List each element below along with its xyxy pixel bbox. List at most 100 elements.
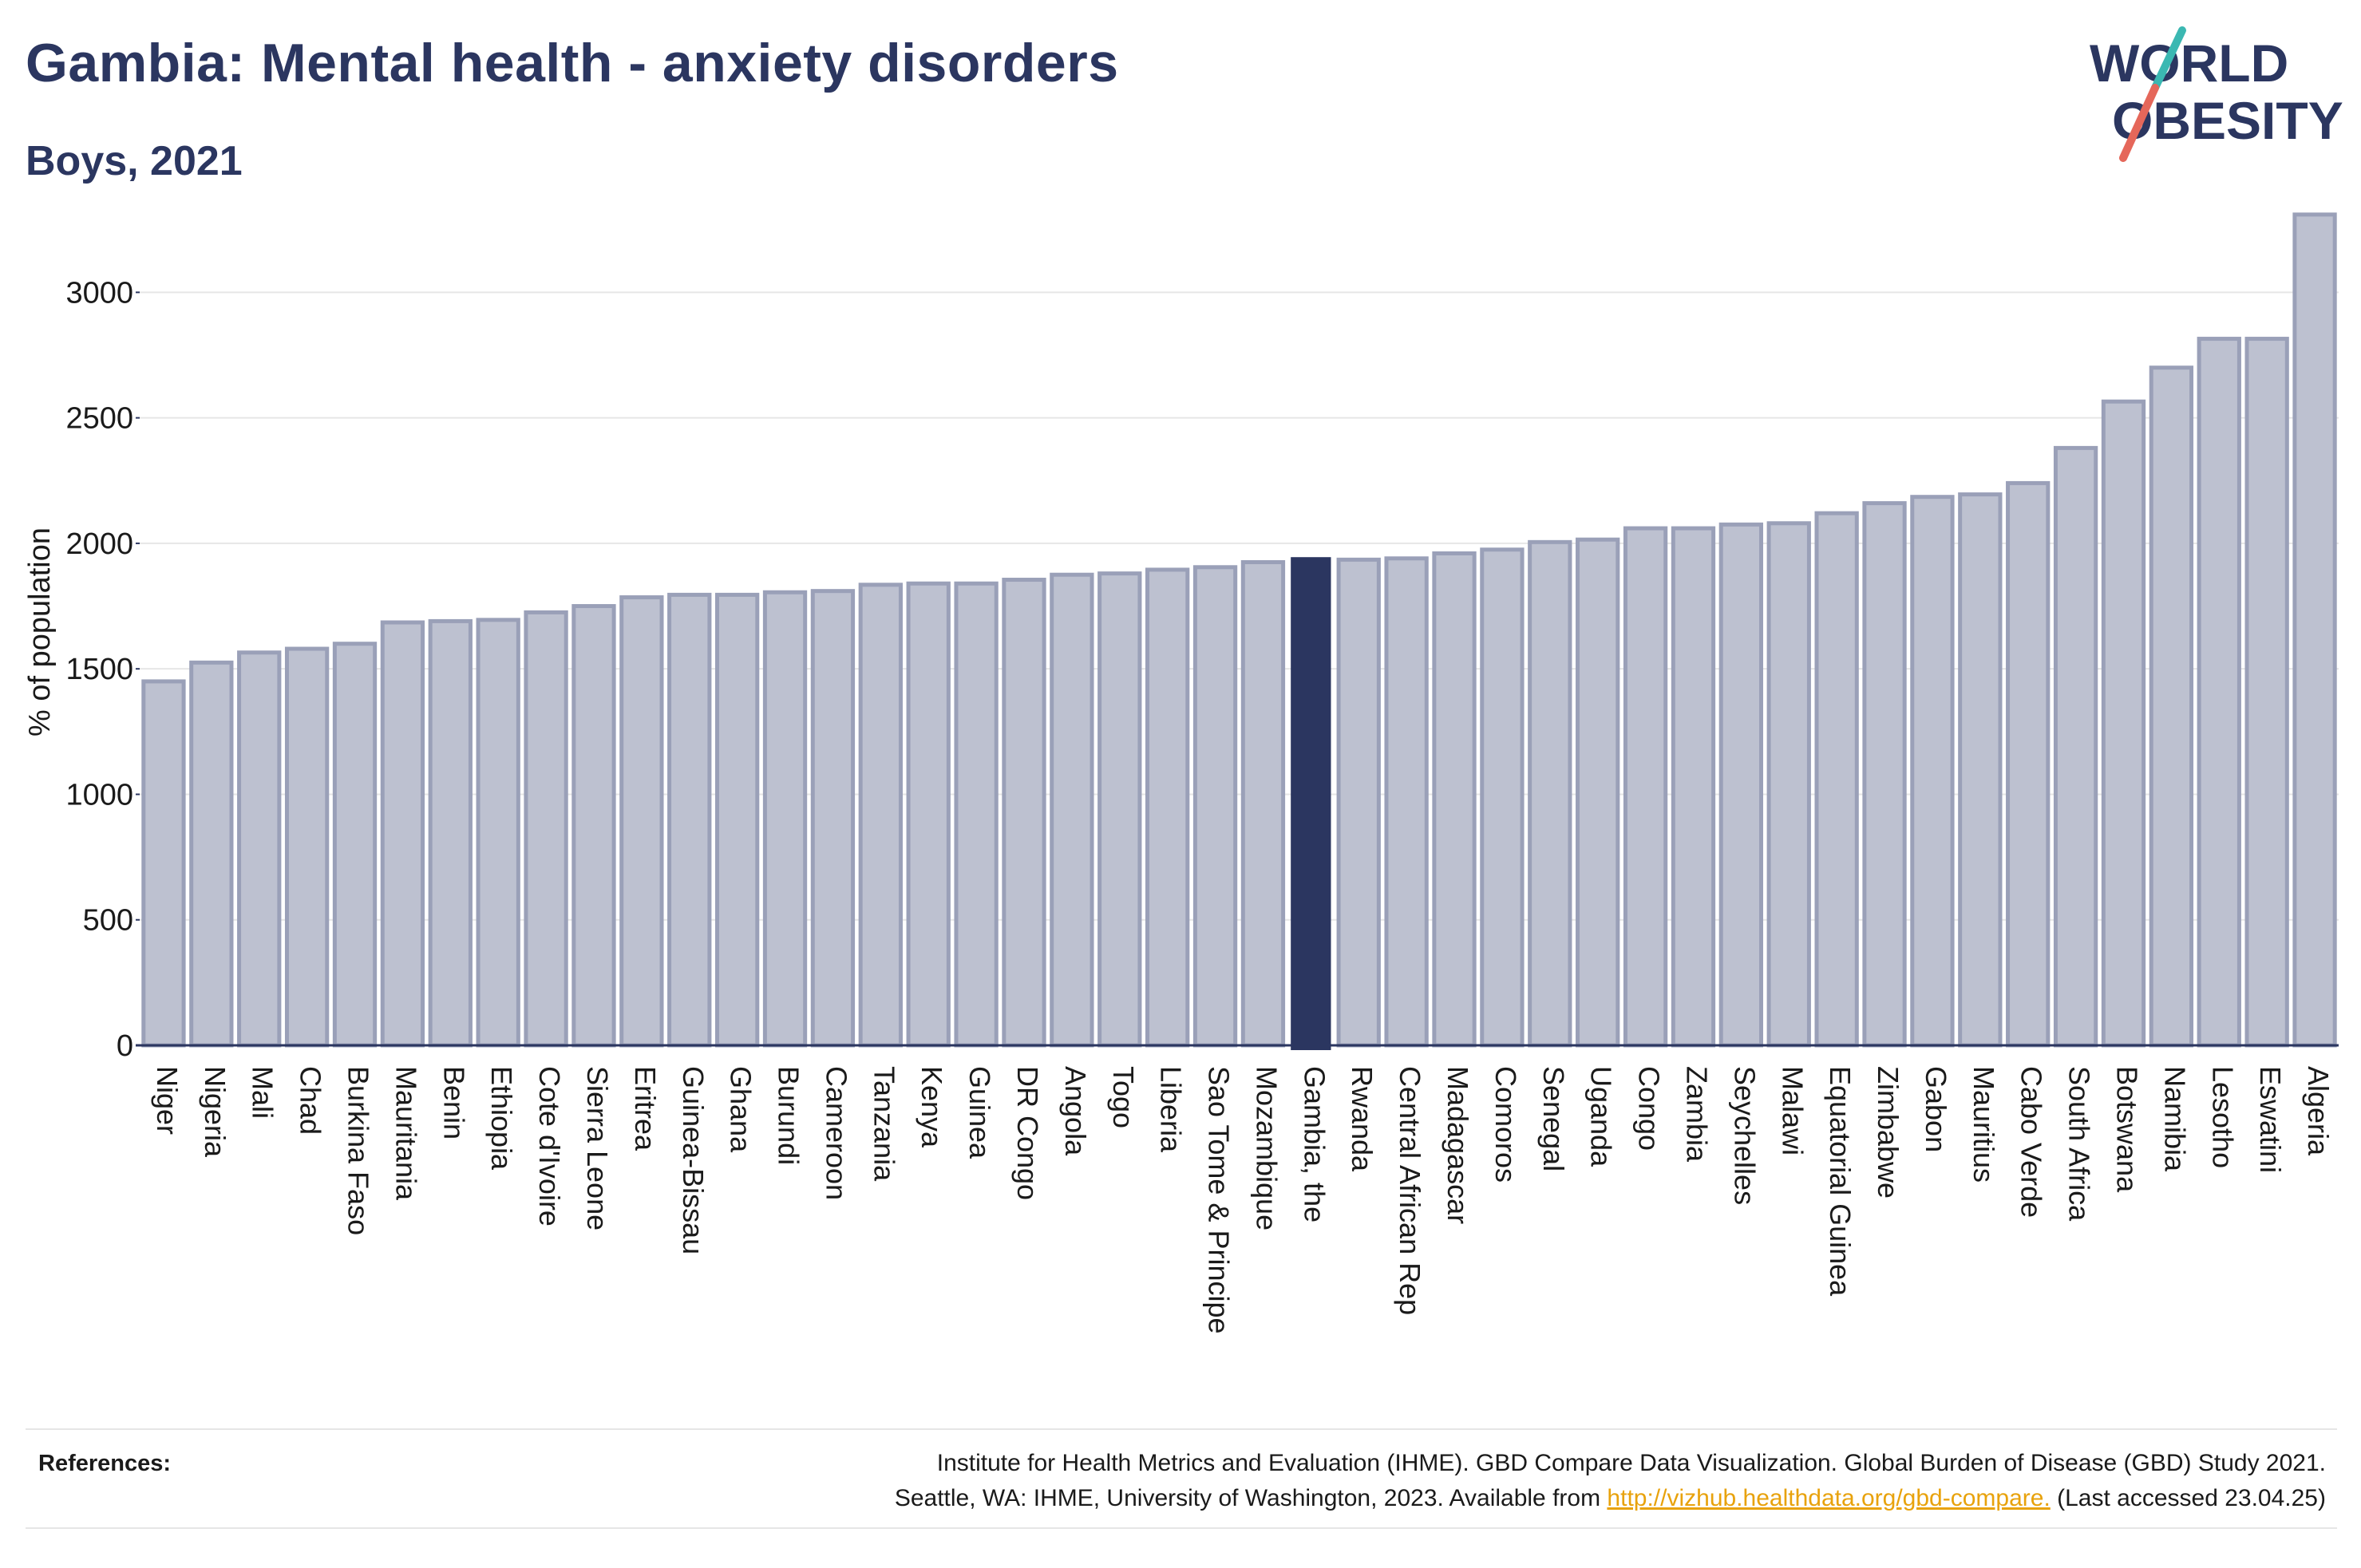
bar: [380, 620, 425, 1048]
x-tick-label: Senegal: [1537, 1066, 1570, 1171]
y-tick-label: 2000: [65, 527, 133, 561]
x-tick-label: Niger: [151, 1066, 184, 1135]
y-tick-label: 3000: [65, 276, 133, 310]
y-tick-label: 1000: [65, 778, 133, 812]
x-tick-label: Mozambique: [1250, 1066, 1283, 1230]
x-tick-label: Uganda: [1585, 1066, 1618, 1167]
x-tick-label: Comoros: [1489, 1066, 1522, 1183]
references-line-2: Seattle, WA: IHME, University of Washing…: [490, 1481, 2326, 1516]
bar: [1766, 521, 1811, 1048]
references-line-2-suffix: (Last accessed 23.04.25): [2050, 1485, 2326, 1511]
x-tick-label: Seychelles: [1728, 1066, 1761, 1205]
x-tick-label: Rwanda: [1346, 1066, 1378, 1172]
bar: [332, 642, 378, 1048]
bar: [428, 618, 473, 1048]
x-tick-label: Lesotho: [2206, 1066, 2239, 1168]
x-tick-label: Malawi: [1776, 1066, 1809, 1155]
bar: [141, 679, 186, 1048]
x-tick-label: Gambia, the: [1298, 1066, 1331, 1222]
references-label: References:: [38, 1451, 172, 1476]
bar: [906, 581, 951, 1048]
bar: [237, 650, 282, 1048]
x-tick-label: Equatorial Guinea: [1824, 1066, 1857, 1297]
axes: [136, 291, 2339, 1047]
x-tick-label: Eswatini: [2254, 1066, 2287, 1173]
references-text: Institute for Health Metrics and Evaluat…: [490, 1446, 2326, 1516]
bar: [524, 610, 568, 1048]
x-tick-label: Zambia: [1680, 1066, 1713, 1163]
x-tick-label: Togo: [1107, 1066, 1140, 1128]
bar-chart: 0 500 1000 1500 2000 2500 3000 Niger Nigeria Mali…: [23, 212, 2339, 1334]
bar: [2006, 480, 2051, 1048]
bar: [1910, 495, 1955, 1048]
bar: [284, 646, 330, 1048]
x-tick-label: Congo: [1633, 1066, 1666, 1151]
x-tick-label: Cote d'Ivoire: [533, 1066, 566, 1226]
x-tick-label: Gabon: [1920, 1066, 1952, 1152]
x-tick-label: Liberia: [1155, 1066, 1188, 1153]
bar: [667, 592, 712, 1048]
bar: [2149, 365, 2194, 1048]
x-tick-label: Central African Rep: [1394, 1066, 1426, 1315]
bars: [141, 212, 2337, 1050]
bar: [1240, 560, 1286, 1048]
bar: [571, 604, 616, 1048]
x-tick-label: Mauritius: [1968, 1066, 2000, 1183]
x-tick-label: Cabo Verde: [2015, 1066, 2048, 1218]
bar: [1050, 572, 1094, 1048]
bar: [476, 618, 520, 1048]
bar: [762, 590, 808, 1048]
references-line-2-text: Seattle, WA: IHME, University of Washing…: [894, 1485, 1608, 1511]
x-tick-label: Kenya: [916, 1066, 948, 1148]
bar: [1814, 511, 1859, 1048]
bar: [1002, 578, 1046, 1048]
x-tick-label: South Africa: [2063, 1066, 2096, 1222]
x-tick-label: Burkina Faso: [342, 1066, 375, 1235]
bar: [1336, 557, 1381, 1048]
chart-subtitle: Boys, 2021: [26, 138, 243, 184]
x-tick-label: Algeria: [2302, 1066, 2335, 1156]
x-tick-label: Benin: [437, 1066, 470, 1139]
x-tick-label: Nigeria: [199, 1066, 231, 1158]
bar: [2053, 445, 2098, 1048]
x-tick-label: Guinea-Bissau: [677, 1066, 710, 1254]
y-tick-label: 2500: [65, 402, 133, 436]
references-line-1: Institute for Health Metrics and Evaluat…: [936, 1450, 2326, 1476]
bar: [1528, 539, 1572, 1048]
y-tick-label: 1500: [65, 653, 133, 686]
bar: [1384, 556, 1429, 1048]
bar: [2101, 399, 2146, 1048]
gbd-compare-link[interactable]: http://vizhub.healthdata.org/gbd-compare…: [1607, 1485, 2051, 1511]
x-tick-label: Mali: [247, 1066, 279, 1119]
x-tick-label: Ethiopia: [485, 1066, 518, 1171]
slash-logo-icon: [2119, 26, 2186, 162]
x-tick-label: Botswana: [2110, 1066, 2143, 1193]
bar: [1192, 565, 1238, 1048]
y-axis-label: % of population: [23, 527, 57, 737]
bar: [1958, 492, 2003, 1048]
x-tick-label: Burundi: [773, 1066, 805, 1165]
bar: [2292, 212, 2337, 1048]
x-tick-label: Tanzania: [868, 1066, 900, 1182]
bar: [1576, 537, 1620, 1048]
bar: [810, 589, 856, 1048]
x-tick-label: Zimbabwe: [1872, 1066, 1904, 1199]
y-tick-label: 0: [117, 1029, 133, 1063]
x-tick-label: Ghana: [725, 1066, 757, 1153]
references-bottom-divider: [26, 1527, 2337, 1529]
y-tick-label: 500: [83, 904, 133, 938]
bar: [2197, 337, 2241, 1048]
bar: [619, 595, 664, 1048]
bar: [189, 660, 234, 1048]
bar: [1432, 551, 1477, 1048]
x-tick-label: Mauritania: [390, 1066, 422, 1201]
world-obesity-logo: WORLD OBESITY: [2090, 26, 2343, 162]
bar: [1718, 522, 1764, 1048]
bar-highlighted: [1291, 557, 1331, 1050]
bar: [1145, 567, 1190, 1048]
tick-labels: 0 500 1000 1500 2000 2500 3000 Niger Nigeria Mali…: [65, 276, 2335, 1333]
x-tick-label: Angola: [1059, 1066, 1092, 1156]
logo-line-1: WORLD: [2090, 34, 2288, 93]
bar: [1862, 501, 1907, 1048]
x-tick-label: Namibia: [2158, 1066, 2191, 1172]
